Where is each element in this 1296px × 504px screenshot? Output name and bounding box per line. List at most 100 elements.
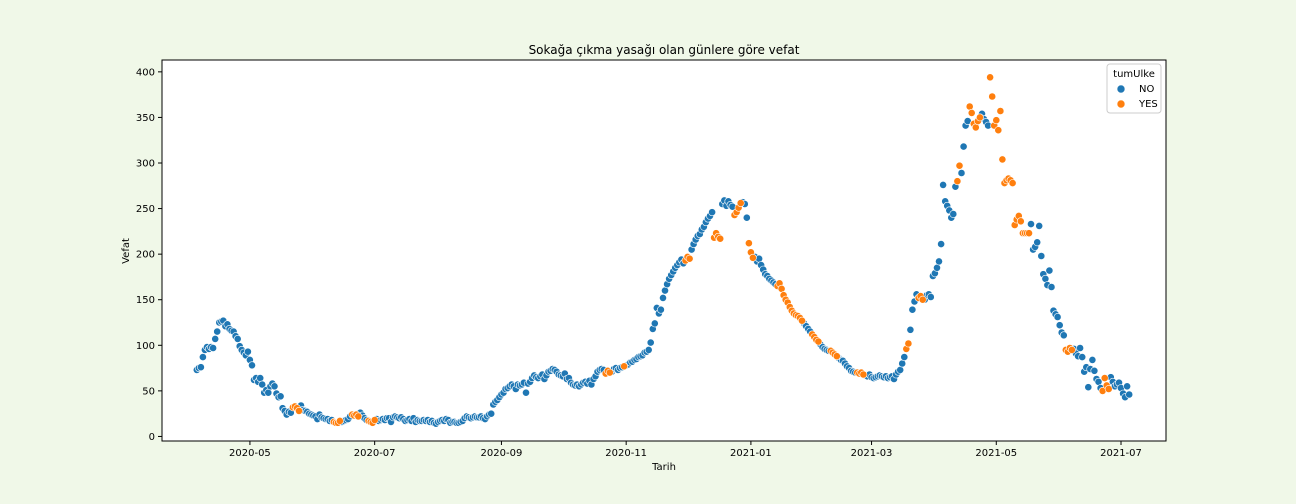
x-tick-label-6: 2021-05 xyxy=(975,448,1017,459)
point-no-355 xyxy=(1123,382,1131,391)
point-no-25 xyxy=(243,347,252,356)
point-yes-77 xyxy=(996,107,1005,115)
point-yes-3 xyxy=(295,406,303,415)
point-no-3 xyxy=(198,353,207,361)
point-no-336 xyxy=(1076,344,1084,352)
point-no-31 xyxy=(256,374,265,382)
point-no-145 xyxy=(522,388,530,397)
legend: tumUlke NO YES xyxy=(1106,63,1162,114)
point-no-207 xyxy=(657,305,665,314)
y-tick-label-5: 250 xyxy=(136,204,155,215)
point-no-340 xyxy=(1084,383,1093,392)
y-tick-label-0: 0 xyxy=(149,432,155,443)
point-no-229 xyxy=(708,208,716,217)
point-yes-50 xyxy=(814,337,823,346)
legend-label-no: NO xyxy=(1139,84,1154,95)
point-yes-75 xyxy=(992,116,1001,125)
point-no-286 xyxy=(898,359,907,368)
point-no-308 xyxy=(957,169,966,177)
legend-title: tumUlke xyxy=(1113,69,1155,80)
chart-title: Sokağa çıkma yasağı olan günlere göre ve… xyxy=(529,43,800,57)
point-no-326 xyxy=(1047,283,1056,291)
point-yes-19 xyxy=(620,362,628,371)
legend-label-yes: YES xyxy=(1138,99,1158,110)
point-yes-33 xyxy=(749,253,757,262)
point-no-300 xyxy=(937,240,945,248)
point-yes-15 xyxy=(370,416,379,424)
point-no-298 xyxy=(933,263,941,272)
point-no-41 xyxy=(276,392,285,401)
point-no-309 xyxy=(959,142,968,151)
point-yes-95 xyxy=(1068,345,1076,354)
point-no-238 xyxy=(742,213,751,222)
point-no-325 xyxy=(1045,266,1054,275)
point-yes-54 xyxy=(832,352,841,361)
point-yes-97 xyxy=(1100,374,1109,382)
point-yes-87 xyxy=(1016,217,1025,226)
point-yes-64 xyxy=(953,177,962,186)
point-yes-22 xyxy=(685,254,694,263)
point-yes-71 xyxy=(976,113,984,122)
y-tick-label-2: 100 xyxy=(136,341,155,352)
point-no-202 xyxy=(646,338,655,347)
x-tick-label-2: 2020-09 xyxy=(481,448,523,459)
point-yes-31 xyxy=(745,239,753,248)
point-yes-65 xyxy=(955,161,964,170)
x-tick-label-0: 2020-05 xyxy=(229,448,271,459)
point-no-35 xyxy=(264,388,273,397)
point-no-27 xyxy=(248,361,256,370)
point-no-301 xyxy=(939,180,947,189)
y-tick-label-8: 400 xyxy=(136,67,155,78)
point-no-299 xyxy=(935,257,943,266)
legend-marker-yes xyxy=(1116,99,1126,109)
point-yes-18 xyxy=(605,368,614,377)
point-no-10 xyxy=(213,327,222,336)
point-yes-91 xyxy=(1025,229,1033,238)
x-tick-label-4: 2021-01 xyxy=(730,448,772,459)
point-yes-76 xyxy=(994,126,1003,135)
point-no-128 xyxy=(487,409,496,418)
point-no-295 xyxy=(926,293,935,301)
point-yes-58 xyxy=(859,370,868,379)
point-yes-72 xyxy=(986,73,994,82)
point-yes-36 xyxy=(777,284,786,293)
point-no-321 xyxy=(1037,252,1046,260)
point-no-342 xyxy=(1088,355,1097,364)
legend-marker-no xyxy=(1116,84,1126,94)
point-yes-99 xyxy=(1104,385,1113,393)
point-no-204 xyxy=(650,319,659,328)
point-yes-63 xyxy=(918,295,927,304)
point-yes-67 xyxy=(967,109,976,117)
point-yes-60 xyxy=(904,339,913,348)
point-no-306 xyxy=(949,210,958,218)
y-tick-label-6: 300 xyxy=(136,158,155,169)
plot-area xyxy=(161,59,1167,442)
point-no-9 xyxy=(211,334,220,343)
y-axis-ticks: 0 50 100 150 200 250 300 350 400 xyxy=(136,67,162,443)
point-no-329 xyxy=(1053,313,1062,321)
point-no-332 xyxy=(1059,331,1068,340)
point-no-208 xyxy=(659,293,667,302)
point-no-319 xyxy=(1033,238,1042,247)
point-no-2 xyxy=(196,363,205,372)
x-tick-label-5: 2021-03 xyxy=(851,448,893,459)
point-yes-26 xyxy=(716,234,725,243)
point-yes-7 xyxy=(335,416,344,425)
point-yes-30 xyxy=(736,199,745,207)
point-yes-66 xyxy=(965,102,974,111)
x-tick-label-3: 2020-11 xyxy=(605,448,647,459)
point-no-288 xyxy=(906,325,915,334)
point-no-343 xyxy=(1090,366,1099,375)
point-yes-11 xyxy=(354,412,363,421)
point-yes-78 xyxy=(998,155,1007,164)
point-no-356 xyxy=(1125,390,1134,399)
x-axis-ticks: 2020-05 2020-07 2020-09 2020-11 2021-01 2021-… xyxy=(229,441,1142,459)
point-no-337 xyxy=(1078,353,1087,361)
point-no-289 xyxy=(908,305,917,314)
x-tick-label-7: 2021-07 xyxy=(1100,448,1142,459)
x-tick-label-1: 2020-07 xyxy=(354,448,396,459)
x-axis-label: Tarih xyxy=(651,462,676,473)
y-axis-label: Vefat xyxy=(121,238,132,264)
y-tick-label-7: 350 xyxy=(136,113,155,124)
